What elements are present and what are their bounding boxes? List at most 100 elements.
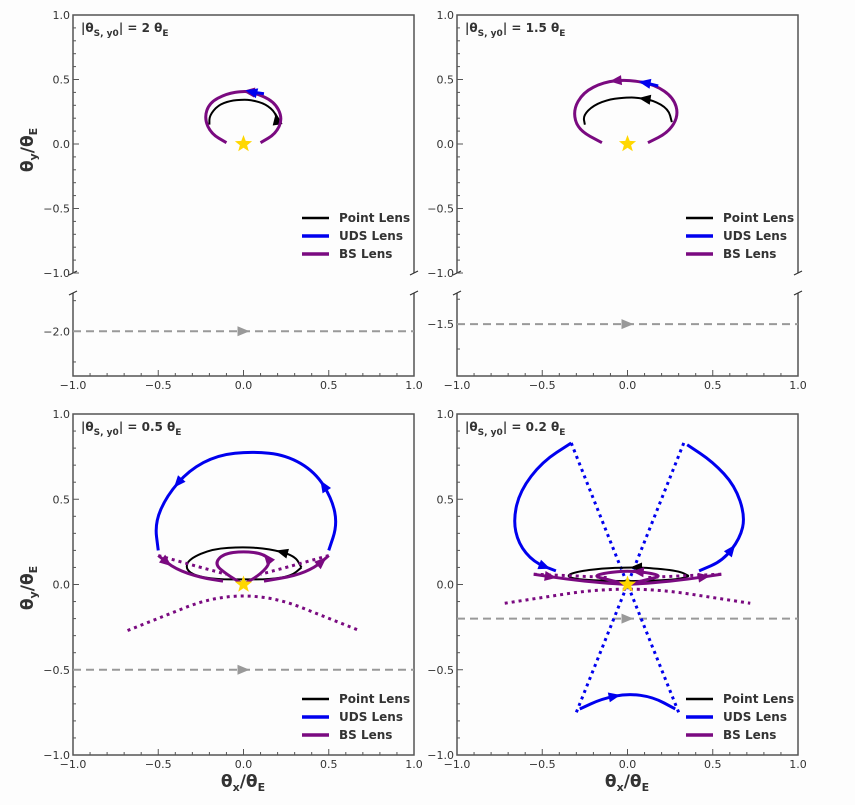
bs-lens-trajectory-dotted <box>260 554 330 576</box>
source-direction-arrow <box>621 319 634 330</box>
legend-label: UDS Lens <box>723 710 787 724</box>
panel-annotation: |θS, y0| = 2 θE <box>81 21 169 39</box>
lens-star-icon <box>618 575 637 592</box>
x-tick-label: −0.5 <box>529 758 556 771</box>
legend-label: Point Lens <box>339 211 410 225</box>
axis-break-mark <box>452 290 462 296</box>
uds-lens-trajectory <box>513 441 573 573</box>
panel-annotation: |θS, y0| = 1.5 θE <box>465 21 565 39</box>
direction-arrow <box>638 94 652 105</box>
bs-lens-trajectory-dotted <box>127 594 360 632</box>
direction-arrow <box>607 692 621 703</box>
lens-star-icon <box>234 575 253 592</box>
bs-lens-trajectory <box>215 550 271 586</box>
x-tick-label: −0.5 <box>145 758 172 771</box>
x-tick-label: 1.0 <box>789 379 807 392</box>
uds-lens-trajectory <box>579 693 676 711</box>
axes-frame-lower <box>456 293 799 377</box>
y-tick-label: 0.5 <box>53 74 71 87</box>
panel-bottom-right: −1.0 −0.5 0.0 0.5 1.0 −1.0 −0.5 0.0 0.5 1.0 |θS, y… <box>427 408 806 771</box>
x-tick-label: 0.5 <box>320 758 338 771</box>
y-tick-label: 1.0 <box>437 408 455 421</box>
direction-arrow <box>245 88 259 99</box>
legend-label: BS Lens <box>723 728 776 742</box>
y-tick-label: −0.5 <box>427 203 454 216</box>
x-tick-label: 0.0 <box>619 379 637 392</box>
y-tick-label: −0.5 <box>43 203 70 216</box>
bs-lens-trajectory-dotted <box>644 572 722 580</box>
legend-label: UDS Lens <box>723 229 787 243</box>
direction-arrow <box>320 480 332 494</box>
bs-lens-trajectory <box>204 90 283 145</box>
svg-text:θy/θE: θy/θE <box>18 566 40 610</box>
y-tick-label: 0.0 <box>437 579 455 592</box>
axis-break-mark <box>409 270 419 276</box>
panel-top-left: −1.0 −0.5 0.0 0.5 1.0 −1.0 −0.5 0.0 0.5 1.0 −2.0 |θ… <box>43 9 422 392</box>
bs-lens-trajectory <box>627 572 722 586</box>
bs-lens-trajectory-dotted <box>504 587 751 605</box>
y-tick-label: 0.0 <box>53 579 71 592</box>
panel-top-right: −1.0 −0.5 0.0 0.5 1.0 −1.0 −0.5 0.0 0.5 1.0 −1.5 |θ… <box>427 9 806 392</box>
bs-lens-trajectory-dotted <box>533 572 611 580</box>
uds-lens-trajectory-dotted <box>569 442 681 713</box>
y-tick-label: 0.5 <box>437 493 455 506</box>
direction-arrow <box>609 75 623 86</box>
y-tick-label: −1.0 <box>427 267 454 280</box>
direction-arrow <box>723 544 736 558</box>
x-tick-label: −1.0 <box>60 379 87 392</box>
x-tick-label: 1.0 <box>789 758 807 771</box>
bs-lens-trajectory-dotted <box>157 554 227 576</box>
panel-annotation: |θS, y0| = 0.5 θE <box>81 420 181 438</box>
y-axis-label-top: θy/θE <box>18 128 40 172</box>
legend-label: Point Lens <box>723 692 794 706</box>
direction-arrow <box>276 548 289 559</box>
x-tick-label: 0.5 <box>320 379 338 392</box>
y-tick-label: −0.5 <box>427 664 454 677</box>
direction-arrow <box>638 78 652 89</box>
legend-label: BS Lens <box>339 247 392 261</box>
uds-lens-trajectory <box>154 450 338 551</box>
bs-lens-trajectory <box>533 572 628 586</box>
axis-break-mark <box>68 290 78 296</box>
y-tick-label: −1.0 <box>43 749 70 762</box>
direction-arrow <box>314 557 327 570</box>
uds-lens-trajectory <box>686 443 745 573</box>
legend-label: UDS Lens <box>339 710 403 724</box>
uds-lens-trajectory-dotted <box>574 442 686 713</box>
y-tick-label: −0.5 <box>43 664 70 677</box>
point-lens-trajectory <box>185 546 303 581</box>
legend-label: Point Lens <box>339 692 410 706</box>
y-tick-label: 0.0 <box>53 138 71 151</box>
x-tick-label: 0.5 <box>704 379 722 392</box>
bs-lens-trajectory <box>573 78 679 145</box>
axis-break-mark <box>793 270 803 276</box>
x-tick-label: 0.0 <box>235 379 253 392</box>
legend-label: BS Lens <box>339 728 392 742</box>
y-tick-label: −1.0 <box>427 749 454 762</box>
direction-arrow <box>158 554 172 567</box>
x-tick-label: −1.0 <box>444 379 471 392</box>
bs-lens-trajectory <box>595 569 660 586</box>
y-tick-label: 0.0 <box>437 138 455 151</box>
x-axis-label-left: θx/θE <box>221 772 265 794</box>
y-tick-label: 1.0 <box>53 9 71 22</box>
y-tick-label: 0.5 <box>437 74 455 87</box>
x-tick-label: 0.5 <box>704 758 722 771</box>
x-tick-label: 0.0 <box>235 758 253 771</box>
x-tick-label: 0.0 <box>619 758 637 771</box>
point-lens-trajectory <box>582 96 673 125</box>
source-direction-arrow <box>237 326 250 337</box>
y-tick-label: −1.5 <box>427 318 454 331</box>
x-tick-label: −1.0 <box>444 758 471 771</box>
direction-arrow <box>537 559 551 570</box>
x-tick-label: −0.5 <box>145 379 172 392</box>
y-tick-label: −1.0 <box>43 267 70 280</box>
direction-arrow <box>263 553 276 566</box>
x-axis-label-right: θx/θE <box>605 772 649 794</box>
y-axis-label-bottom: θy/θE <box>18 566 40 610</box>
direction-arrow <box>631 567 645 578</box>
y-tick-label: 1.0 <box>53 408 71 421</box>
lens-star-icon <box>618 135 637 152</box>
direction-arrow <box>173 475 186 488</box>
